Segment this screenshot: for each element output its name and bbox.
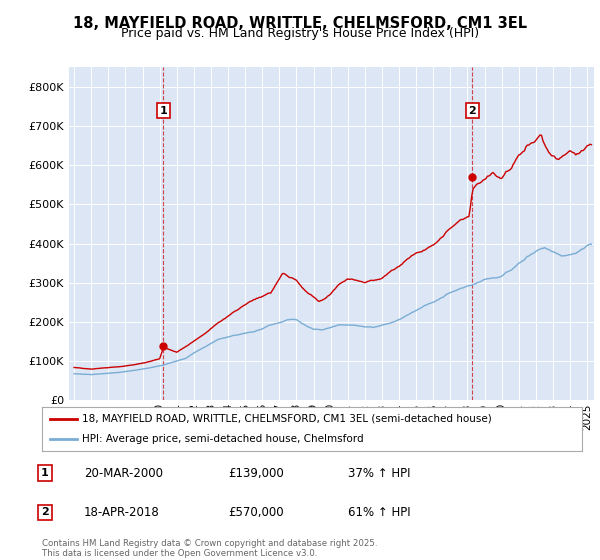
Text: 2: 2 [469, 105, 476, 115]
Text: Price paid vs. HM Land Registry's House Price Index (HPI): Price paid vs. HM Land Registry's House … [121, 27, 479, 40]
Text: 20-MAR-2000: 20-MAR-2000 [84, 466, 163, 480]
Text: £139,000: £139,000 [228, 466, 284, 480]
Text: 18, MAYFIELD ROAD, WRITTLE, CHELMSFORD, CM1 3EL: 18, MAYFIELD ROAD, WRITTLE, CHELMSFORD, … [73, 16, 527, 31]
Text: HPI: Average price, semi-detached house, Chelmsford: HPI: Average price, semi-detached house,… [83, 434, 364, 444]
Text: 37% ↑ HPI: 37% ↑ HPI [348, 466, 410, 480]
Text: 18, MAYFIELD ROAD, WRITTLE, CHELMSFORD, CM1 3EL (semi-detached house): 18, MAYFIELD ROAD, WRITTLE, CHELMSFORD, … [83, 414, 492, 424]
Text: 2: 2 [41, 507, 49, 517]
Text: £570,000: £570,000 [228, 506, 284, 519]
Text: 1: 1 [41, 468, 49, 478]
Text: 18-APR-2018: 18-APR-2018 [84, 506, 160, 519]
Text: 1: 1 [160, 105, 167, 115]
Text: 61% ↑ HPI: 61% ↑ HPI [348, 506, 410, 519]
Text: Contains HM Land Registry data © Crown copyright and database right 2025.
This d: Contains HM Land Registry data © Crown c… [42, 539, 377, 558]
